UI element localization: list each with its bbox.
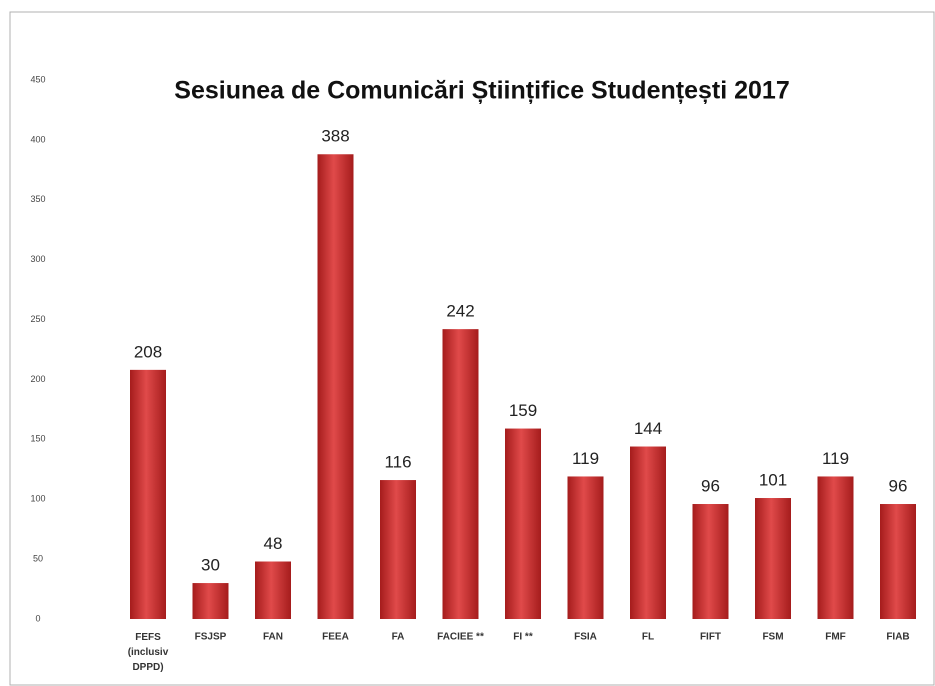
value-label: 96 [889, 476, 908, 495]
value-label: 30 [201, 556, 220, 575]
y-tick-label: 50 [33, 553, 43, 563]
bar [380, 480, 416, 619]
x-tick-label: FACIEE ** [437, 632, 484, 643]
x-tick-label: FA [392, 632, 405, 643]
value-label: 96 [701, 476, 720, 495]
value-label: 242 [446, 302, 474, 321]
y-tick-label: 150 [30, 434, 45, 444]
bar [192, 583, 229, 619]
y-tick-label: 450 [30, 74, 45, 84]
x-tick-label: FI ** [513, 632, 533, 643]
value-label: 144 [634, 419, 662, 438]
y-tick-label: 350 [30, 194, 45, 204]
value-label: 48 [264, 534, 283, 553]
bar [692, 504, 729, 619]
bar [317, 154, 354, 620]
value-label: 101 [759, 471, 787, 490]
bar [255, 561, 291, 619]
value-label: 119 [822, 449, 849, 468]
x-tick-label: FSJSP [195, 632, 227, 643]
x-tick-label: FSIA [574, 632, 597, 643]
x-tick-label: FIAB [886, 632, 909, 643]
bar [505, 428, 541, 619]
bar [755, 498, 791, 619]
frame [9, 11, 935, 686]
x-tick-label: FMF [825, 632, 846, 643]
value-label: 388 [321, 127, 349, 146]
x-tick-label: FEFS (inclusiv DPPD) [128, 632, 169, 673]
value-label: 119 [572, 449, 599, 468]
y-tick-label: 400 [30, 134, 45, 144]
y-tick-label: 250 [30, 314, 45, 324]
x-tick-label: FIFT [700, 632, 721, 643]
bar [630, 446, 666, 619]
bar [567, 476, 604, 619]
bar [130, 369, 166, 619]
value-label: 159 [509, 401, 537, 420]
value-label: 116 [384, 453, 411, 472]
x-tick-label: FEEA [322, 632, 349, 643]
x-tick-label: FAN [263, 632, 283, 643]
y-tick-label: 200 [30, 374, 45, 384]
y-tick-label: 0 [35, 613, 40, 623]
y-tick-label: 300 [30, 254, 45, 264]
chart-title: Sesiunea de Comunicări Științifice Stude… [174, 77, 789, 105]
value-label: 208 [134, 342, 162, 361]
bar [442, 329, 479, 619]
bar [817, 476, 854, 619]
x-tick-label: FSM [762, 632, 783, 643]
x-tick-label: FL [642, 632, 654, 643]
y-tick-label: 100 [30, 494, 45, 504]
bar [880, 504, 916, 619]
